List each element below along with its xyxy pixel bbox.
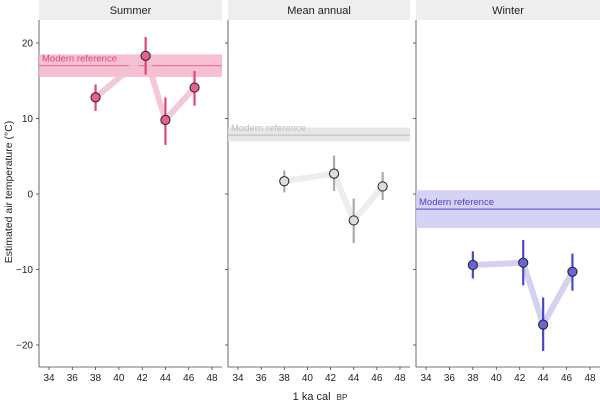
data-point <box>567 266 578 277</box>
x-tick-label: 36 <box>444 373 456 384</box>
y-tick-label: −10 <box>16 265 33 276</box>
x-tick-label: 34 <box>232 373 244 384</box>
x-tick-label: 36 <box>256 373 268 384</box>
x-tick-label: 38 <box>90 373 102 384</box>
reference-band <box>228 127 410 142</box>
data-point <box>90 92 101 103</box>
x-axis-title: 1 ka cal BP <box>293 391 348 403</box>
x-tick-label: 42 <box>514 373 526 384</box>
data-point <box>467 259 478 271</box>
y-tick-label: 0 <box>27 190 33 201</box>
x-tick-label: 48 <box>206 373 218 384</box>
panel-header <box>39 0 222 20</box>
x-axis-label-suffix: BP <box>337 393 348 402</box>
data-point <box>160 114 171 126</box>
y-axis: Estimated air temperature (°C) <box>3 121 15 264</box>
y-tick-label: 20 <box>22 39 34 50</box>
panel-title: Mean annual <box>287 5 351 17</box>
x-tick-label: 40 <box>302 373 314 384</box>
data-point <box>140 50 151 61</box>
y-axis-label: Estimated air temperature (°C) <box>3 121 15 264</box>
data-point <box>279 176 290 187</box>
x-tick-label: 34 <box>420 373 432 384</box>
x-tick-label: 46 <box>371 373 383 384</box>
x-tick-label: 38 <box>279 373 291 384</box>
series-line <box>469 259 576 328</box>
panel-winter: Winter 34 36 38 40 42 44 46 48 Modern reference <box>413 0 600 384</box>
x-tick-label: 38 <box>467 373 479 384</box>
x-tick-label: 44 <box>160 373 172 384</box>
y-tick-label: 10 <box>22 114 34 125</box>
panel-title: Winter <box>492 5 524 17</box>
data-point <box>189 82 200 93</box>
x-tick-label: 46 <box>183 373 195 384</box>
x-tick-label: 44 <box>348 373 360 384</box>
data-point <box>377 181 388 192</box>
x-tick-label: 36 <box>67 373 79 384</box>
x-tick-label: 42 <box>137 373 149 384</box>
svg-text:1 ka cal BP: 1 ka cal BP <box>293 391 348 403</box>
panel-header <box>228 0 410 20</box>
x-tick-label: 48 <box>584 373 596 384</box>
data-point <box>538 319 549 330</box>
x-tick-label: 46 <box>561 373 573 384</box>
reference-label: Modern reference <box>419 197 494 208</box>
chart-panels: Summer 20 10 0 −10 −20 34 36 38 40 42 44 46 48 Modern … <box>16 0 600 384</box>
x-tick-label: 42 <box>325 373 337 384</box>
x-tick-label: 40 <box>491 373 503 384</box>
x-tick-label: 44 <box>538 373 550 384</box>
panel-title: Summer <box>110 5 152 17</box>
y-tick-label: −20 <box>16 341 33 352</box>
reference-label: Modern reference <box>231 123 306 134</box>
series-line <box>281 170 386 224</box>
panel-summer: Summer 20 10 0 −10 −20 34 36 38 40 42 44 46 48 Modern … <box>16 0 222 384</box>
x-tick-label: 48 <box>394 373 406 384</box>
x-tick-label: 34 <box>43 373 55 384</box>
panel-header <box>416 0 600 20</box>
data-point <box>348 215 359 226</box>
data-point <box>328 168 340 179</box>
reference-label: Modern reference <box>42 54 117 65</box>
x-axis-label: 1 ka cal <box>293 391 331 403</box>
data-point <box>518 257 529 268</box>
x-tick-label: 40 <box>113 373 125 384</box>
series-line <box>92 52 198 123</box>
panel-mean-annual: Mean annual 34 36 38 40 42 44 46 48 Modern refere… <box>225 0 410 384</box>
